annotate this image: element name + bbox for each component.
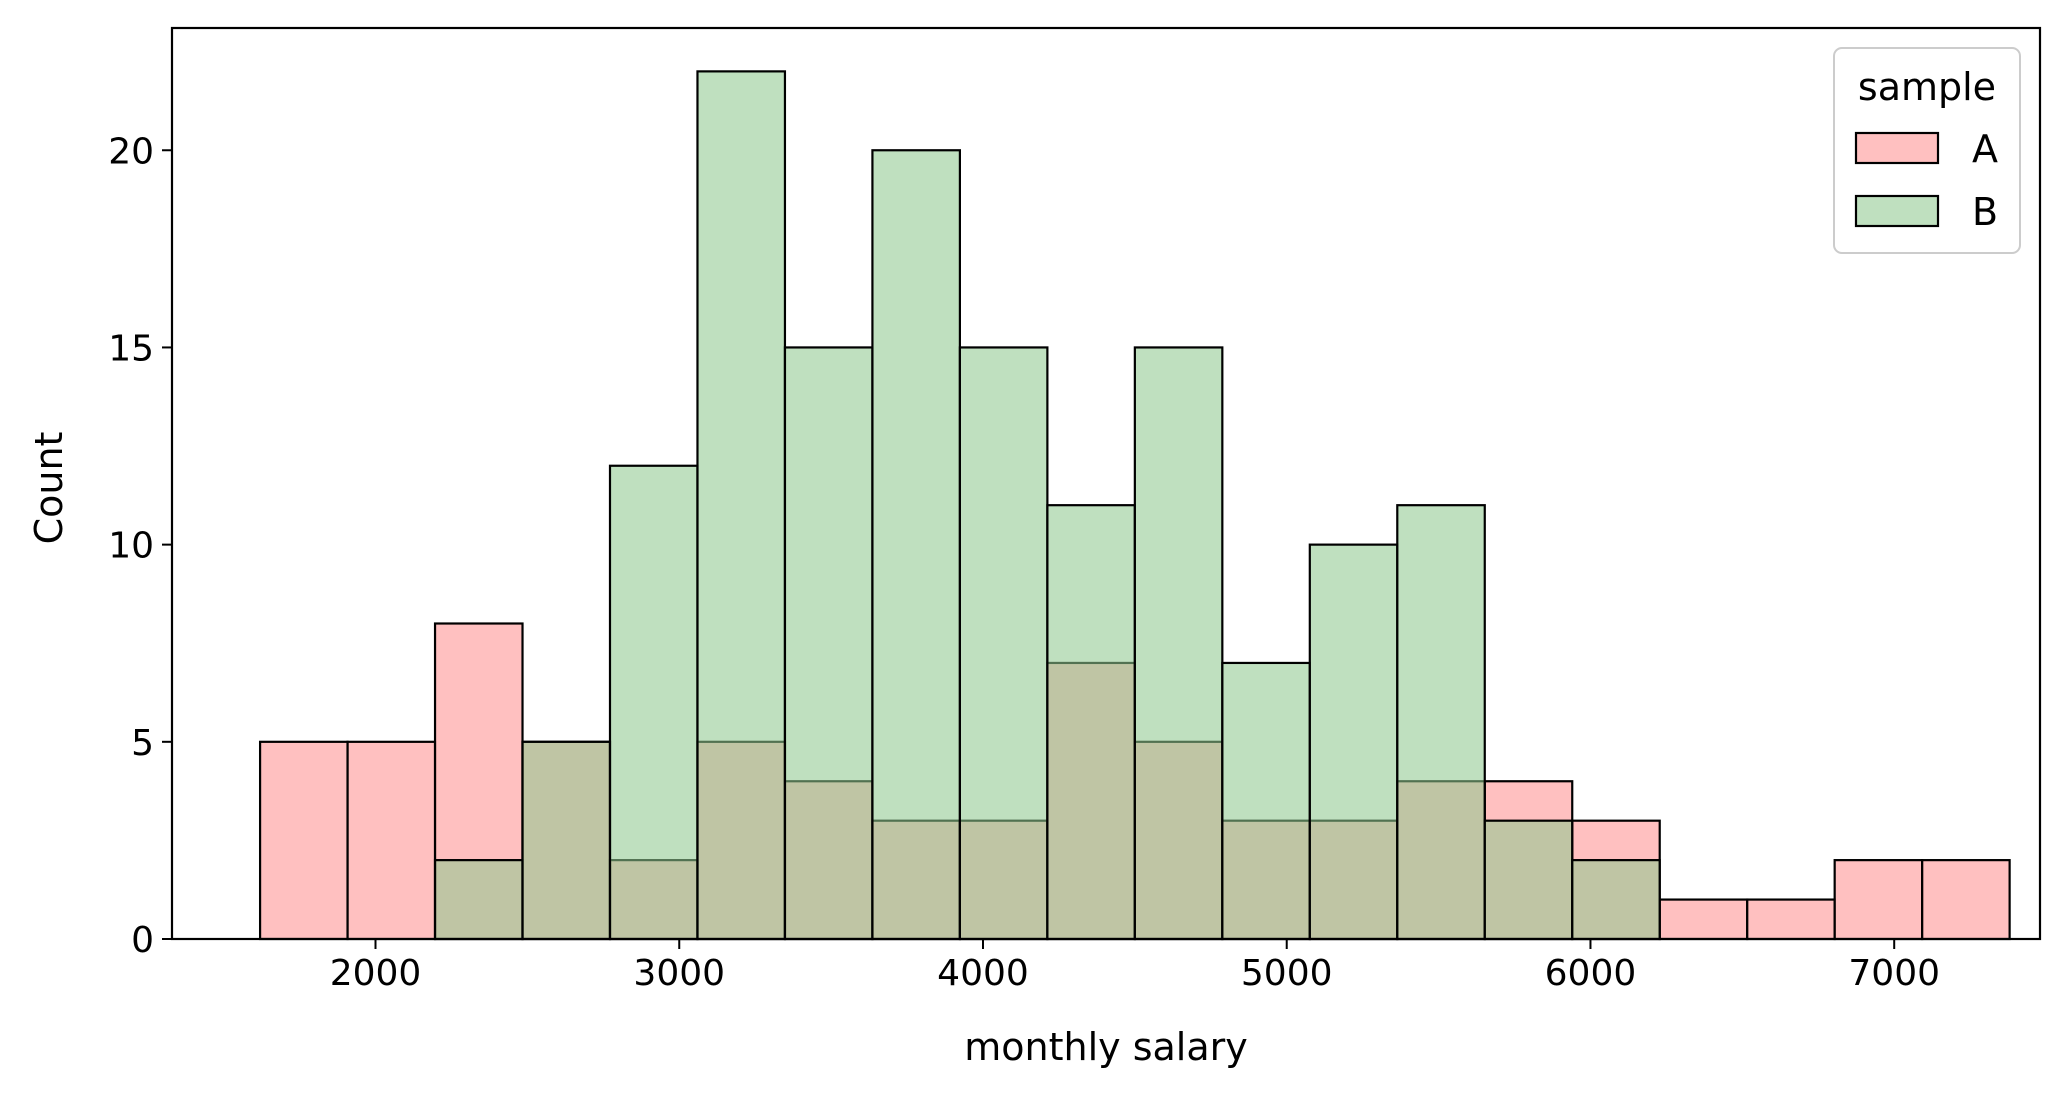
- y-axis-label: Count: [27, 432, 71, 545]
- bar-b-2: [433, 859, 524, 941]
- legend-label-b: B: [1972, 190, 1998, 234]
- y-tick-label: 5: [131, 723, 154, 764]
- bar-b-9: [1046, 504, 1136, 941]
- legend-swatch-a: [1854, 131, 1940, 165]
- bar-b-13: [1396, 504, 1486, 941]
- y-axis-ticks: 0 5 10 15 20: [108, 131, 172, 961]
- legend-swatch-b: [1854, 194, 1940, 228]
- x-tick-label: 5000: [1241, 953, 1333, 994]
- x-tick-label: 2000: [330, 953, 422, 994]
- bar-b-6: [783, 346, 874, 941]
- bar-b-10: [1133, 346, 1224, 941]
- plot-frame: [170, 26, 2042, 941]
- bar-b-14: [1483, 819, 1574, 941]
- bar-a-18: [1833, 859, 1924, 941]
- x-tick-label: 4000: [937, 953, 1029, 994]
- x-tick-label: 6000: [1545, 953, 1637, 994]
- bar-a-1: [346, 740, 437, 941]
- bar-a-16: [1658, 898, 1749, 941]
- x-tick-label: 3000: [633, 953, 725, 994]
- y-tick-label: 20: [108, 131, 154, 172]
- bar-a-19: [1921, 859, 2011, 941]
- bar-b-15: [1571, 859, 1661, 941]
- bar-a-0: [258, 740, 349, 941]
- bar-b-5: [696, 70, 787, 941]
- legend: sample A B: [1833, 47, 2021, 254]
- x-axis-ticks: 2000 3000 4000 5000 6000 7000: [330, 939, 1940, 994]
- y-tick-label: 0: [131, 920, 154, 961]
- y-tick-label: 10: [108, 526, 154, 567]
- bar-b-4: [608, 464, 699, 941]
- bar-b-7: [871, 149, 962, 941]
- bars-layer: [258, 70, 2011, 941]
- bar-b-8: [958, 346, 1049, 941]
- bar-b-11: [1221, 661, 1311, 941]
- y-tick-label: 15: [108, 328, 154, 369]
- bar-b-3: [521, 740, 612, 941]
- bar-b-12: [1308, 543, 1399, 941]
- bar-a-17: [1746, 898, 1836, 941]
- x-tick-label: 7000: [1848, 953, 1940, 994]
- legend-label-a: A: [1972, 127, 1998, 171]
- legend-title: sample: [1858, 65, 1996, 109]
- x-axis-label: monthly salary: [964, 1025, 1248, 1069]
